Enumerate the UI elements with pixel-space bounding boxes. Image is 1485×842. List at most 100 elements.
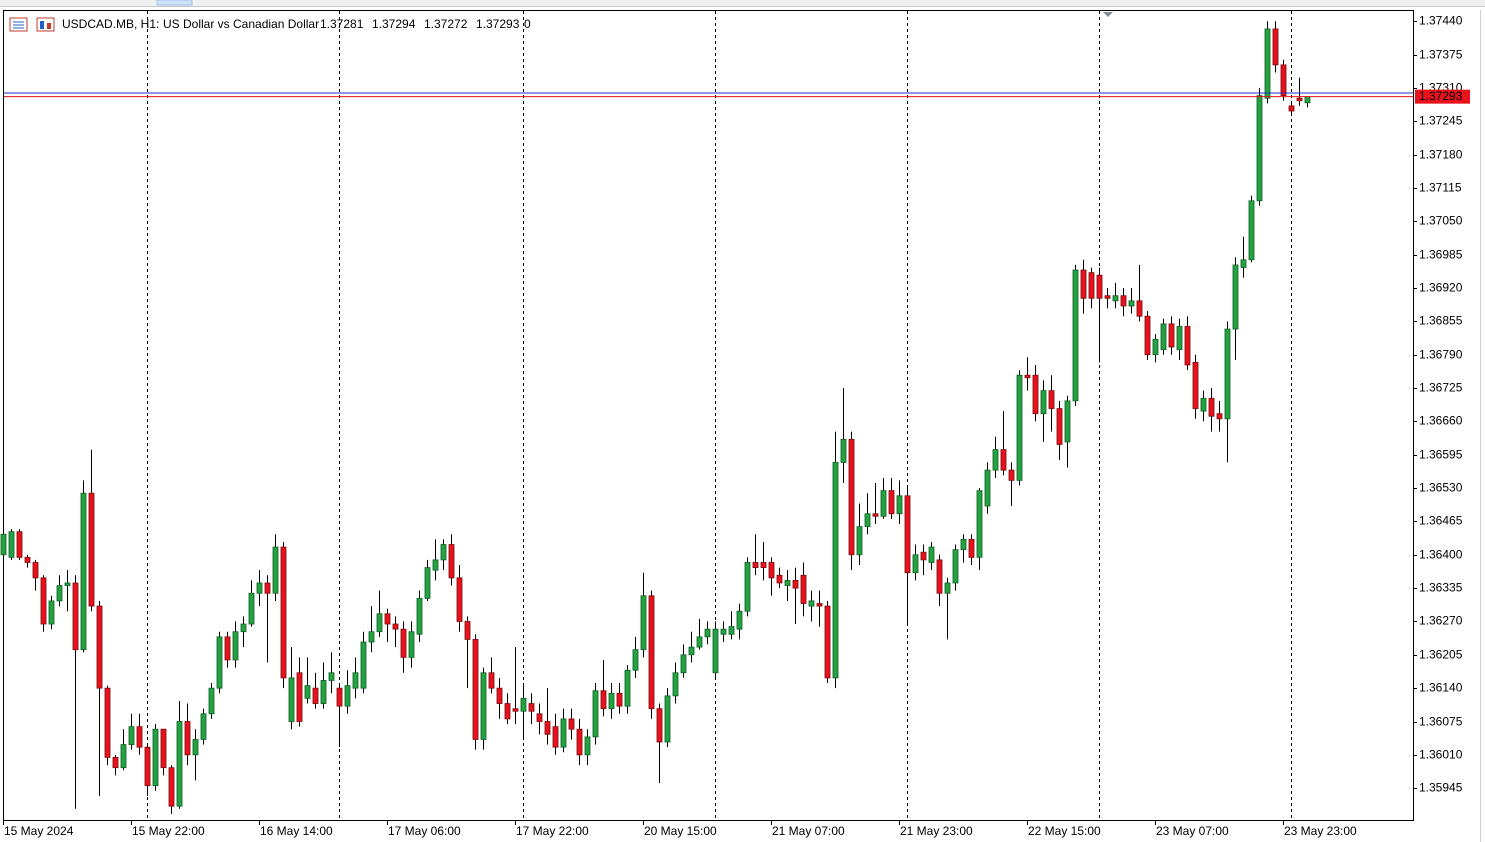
candle-body (600, 690, 607, 710)
candle-body (208, 687, 215, 715)
y-tick-label: 1.36595 (1419, 448, 1463, 462)
candle-body (504, 703, 511, 720)
period-separators (147, 11, 1292, 820)
candle-body (832, 462, 839, 679)
candle-body (1248, 200, 1255, 261)
candle-body (1240, 259, 1247, 268)
candle-body (176, 721, 183, 807)
shift-marker[interactable] (1103, 12, 1113, 17)
x-tick-label: 21 May 23:00 (900, 824, 973, 838)
candle-body (392, 623, 399, 630)
candle-body (672, 672, 679, 697)
candle-body (912, 554, 919, 574)
y-tick-label: 1.36205 (1419, 648, 1463, 662)
header-icons (9, 17, 55, 32)
y-tick-label: 1.37180 (1419, 148, 1463, 162)
candle-body (624, 669, 631, 707)
candle-body (816, 603, 823, 607)
candle-body (1304, 96, 1311, 104)
candle-body (112, 757, 119, 769)
candle-body (776, 574, 783, 584)
candle-body (1016, 374, 1023, 481)
y-tick-label: 1.35945 (1419, 781, 1463, 795)
candle-body (40, 577, 47, 625)
y-tick-label: 1.36075 (1419, 715, 1463, 729)
candle-body (1272, 28, 1279, 66)
y-tick-label: 1.36465 (1419, 514, 1463, 528)
candle-body (768, 562, 775, 579)
y-tick-label: 1.36010 (1419, 748, 1463, 762)
candle-body (992, 449, 999, 471)
candle-body (312, 687, 319, 704)
header-close: 1.37293 (476, 17, 520, 31)
candle-body (296, 672, 303, 722)
candle-body (536, 713, 543, 722)
candle-body (920, 551, 927, 561)
x-tick-label: 22 May 15:00 (1028, 824, 1101, 838)
candle-body (80, 492, 87, 651)
candle-body (320, 680, 327, 704)
candle-body (1008, 469, 1015, 481)
candle-body (856, 526, 863, 556)
candle-body (608, 692, 615, 710)
candle-body (96, 605, 103, 689)
candle-body (1096, 274, 1103, 299)
candle-body (1024, 374, 1031, 379)
candle-body (872, 513, 879, 517)
tab-strip (0, 0, 1485, 6)
icon[interactable] (36, 17, 55, 32)
y-tick-label: 1.36985 (1419, 248, 1463, 262)
y-tick-label: 1.37050 (1419, 214, 1463, 228)
candle-body (664, 695, 671, 743)
candle-body (1000, 449, 1007, 471)
candle-body (1128, 300, 1135, 307)
candle-body (288, 677, 295, 722)
candle-body (136, 726, 143, 748)
candle-body (848, 438, 855, 556)
candle-body (1048, 390, 1055, 409)
tab[interactable] (156, 0, 193, 6)
candle-body (1200, 397, 1207, 412)
candle-body (16, 531, 23, 558)
candle-body (928, 546, 935, 563)
candle-body (56, 585, 63, 602)
x-tick-label: 17 May 06:00 (388, 824, 461, 838)
candle-body (736, 610, 743, 630)
y-tick-label: 1.36270 (1419, 614, 1463, 628)
candle-body (616, 692, 623, 707)
x-tick-label: 23 May 07:00 (1156, 824, 1229, 838)
candle-body (152, 728, 159, 787)
candle-body (944, 582, 951, 594)
candle-body (840, 438, 847, 463)
candle-body (704, 628, 711, 638)
candle-body (696, 636, 703, 648)
candle-body (248, 592, 255, 625)
candle-body (1072, 269, 1079, 402)
candle-body (232, 631, 239, 661)
candle-body (344, 685, 351, 707)
candle-body (120, 744, 127, 769)
candle-body (168, 767, 175, 807)
header-low: 1.37272 (424, 17, 468, 31)
candle-body (1112, 295, 1119, 302)
candle-body (216, 636, 223, 689)
candle-body (960, 538, 967, 551)
candle-body (480, 672, 487, 740)
candle-body (448, 544, 455, 579)
candle-body (1176, 326, 1183, 350)
candle-body (528, 703, 535, 712)
candle-body (1280, 64, 1287, 97)
candle-body (72, 582, 79, 651)
candle-body (336, 687, 343, 707)
candle-body (224, 636, 231, 661)
y-tick-label: 1.36530 (1419, 481, 1463, 495)
candle-body (584, 736, 591, 756)
header-high: 1.37294 (372, 17, 416, 31)
candle-body (984, 469, 991, 507)
candle-body (1056, 408, 1063, 445)
candle-body (1160, 323, 1167, 350)
candle-body (240, 623, 247, 633)
candle-body (32, 562, 39, 579)
